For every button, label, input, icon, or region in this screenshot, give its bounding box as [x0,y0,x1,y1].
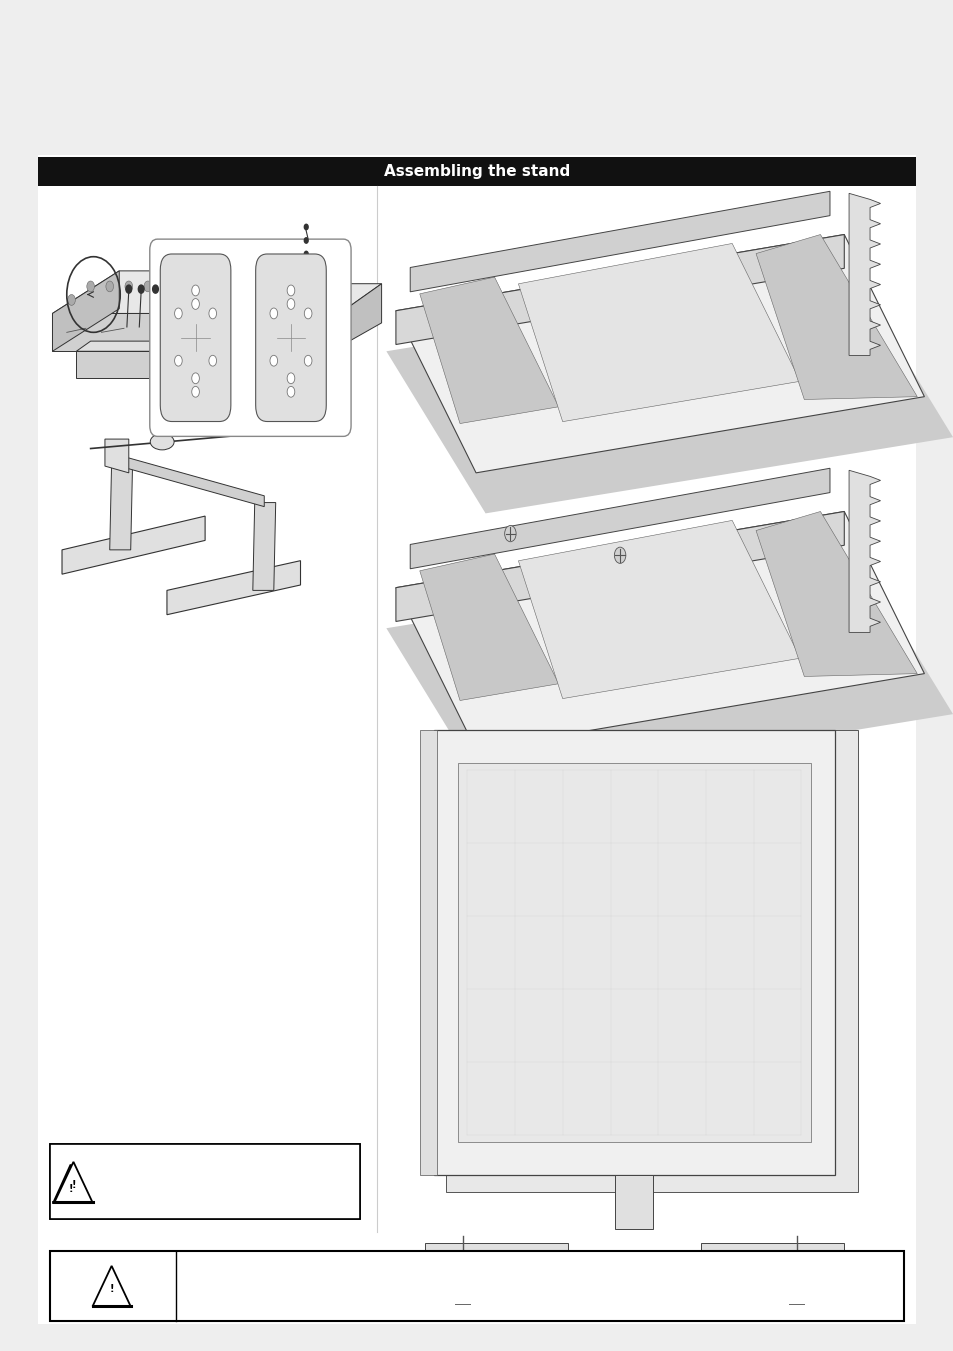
Circle shape [287,386,294,397]
Circle shape [304,251,308,257]
Polygon shape [700,1263,843,1290]
Polygon shape [395,235,843,345]
Circle shape [790,1296,801,1312]
Polygon shape [110,462,132,550]
Circle shape [451,1288,474,1320]
Polygon shape [419,554,558,701]
Text: !: ! [71,1179,75,1190]
Circle shape [106,281,113,292]
Circle shape [126,285,132,293]
FancyBboxPatch shape [160,254,231,422]
FancyBboxPatch shape [295,250,322,331]
Circle shape [504,526,516,542]
Polygon shape [755,512,917,677]
Circle shape [174,355,182,366]
Circle shape [287,299,294,309]
Text: !: ! [69,1183,72,1194]
Polygon shape [281,311,343,345]
FancyBboxPatch shape [0,0,953,101]
Circle shape [174,308,182,319]
FancyBboxPatch shape [255,254,326,422]
FancyBboxPatch shape [50,1144,359,1219]
Polygon shape [395,235,923,473]
FancyBboxPatch shape [445,730,857,1192]
Polygon shape [54,1162,92,1202]
FancyBboxPatch shape [615,1175,653,1229]
Polygon shape [281,284,381,311]
Circle shape [614,547,625,563]
Polygon shape [517,243,800,422]
Circle shape [304,308,312,319]
FancyBboxPatch shape [150,239,351,436]
Polygon shape [52,272,119,351]
Circle shape [144,281,152,292]
Polygon shape [343,284,381,345]
Polygon shape [76,351,286,378]
Polygon shape [52,272,229,313]
Text: Assembling the stand: Assembling the stand [383,163,570,180]
Polygon shape [92,1266,131,1306]
FancyBboxPatch shape [434,730,834,1175]
FancyBboxPatch shape [38,155,915,1324]
Polygon shape [386,276,952,513]
Circle shape [270,355,277,366]
FancyBboxPatch shape [419,730,436,1175]
Circle shape [152,285,158,293]
FancyBboxPatch shape [457,763,810,1142]
Circle shape [456,1296,468,1312]
Circle shape [192,285,199,296]
Polygon shape [848,193,880,355]
Circle shape [192,373,199,384]
Polygon shape [424,1263,567,1290]
Text: !: ! [110,1283,113,1294]
Circle shape [125,281,132,292]
Polygon shape [253,503,275,590]
Polygon shape [517,520,800,698]
Ellipse shape [150,434,173,450]
Polygon shape [700,1243,843,1263]
Circle shape [138,285,144,293]
FancyBboxPatch shape [50,1144,359,1219]
Circle shape [209,308,216,319]
Polygon shape [410,469,829,569]
Circle shape [784,1288,807,1320]
Polygon shape [424,1243,567,1263]
Circle shape [192,299,199,309]
Circle shape [287,285,294,296]
Polygon shape [52,313,162,351]
Polygon shape [419,277,558,424]
Polygon shape [62,516,205,574]
Polygon shape [167,561,300,615]
Polygon shape [119,455,264,507]
Circle shape [304,238,308,243]
Circle shape [270,308,277,319]
Circle shape [209,355,216,366]
Polygon shape [395,512,923,750]
Circle shape [287,373,294,384]
Polygon shape [848,470,880,632]
Polygon shape [755,235,917,400]
Polygon shape [76,342,300,351]
Circle shape [192,386,199,397]
Circle shape [304,355,312,366]
Polygon shape [53,1165,88,1202]
FancyBboxPatch shape [38,157,915,186]
Circle shape [304,224,308,230]
Polygon shape [410,192,829,292]
Circle shape [68,295,75,305]
Circle shape [87,281,94,292]
Polygon shape [386,553,952,790]
Polygon shape [395,512,843,621]
Polygon shape [105,439,129,473]
FancyBboxPatch shape [50,1251,903,1321]
